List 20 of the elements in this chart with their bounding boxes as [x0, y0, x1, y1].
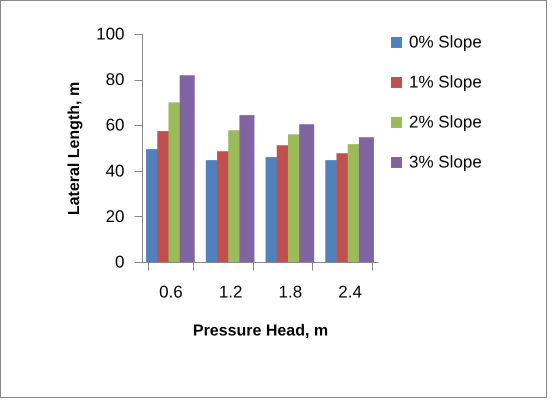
legend-label: 1% Slope: [409, 72, 482, 92]
legend-label: 0% Slope: [409, 32, 482, 52]
x-tick-label: 1.8: [278, 282, 302, 302]
bar: [358, 137, 374, 262]
y-tick-label: 80: [106, 70, 124, 90]
x-tick-label: 2.4: [338, 282, 362, 302]
x-tick-label: 0.6: [159, 282, 183, 302]
y-tick-label: 40: [106, 161, 124, 180]
x-tick-label: 1.2: [218, 282, 242, 302]
legend-label: 3% Slope: [409, 152, 482, 172]
bar: [299, 124, 314, 262]
y-tick-label: 20: [106, 206, 124, 226]
x-axis-title: Pressure Head, m: [192, 322, 328, 340]
legend-label: 2% Slope: [409, 112, 482, 132]
y-axis-title: Lateral Length, m: [66, 82, 84, 216]
bar: [180, 75, 195, 262]
y-tick-label: 60: [106, 116, 124, 135]
y-tick-label: 100: [96, 24, 124, 44]
y-tick-label: 0: [115, 252, 124, 272]
bar: [239, 115, 254, 262]
